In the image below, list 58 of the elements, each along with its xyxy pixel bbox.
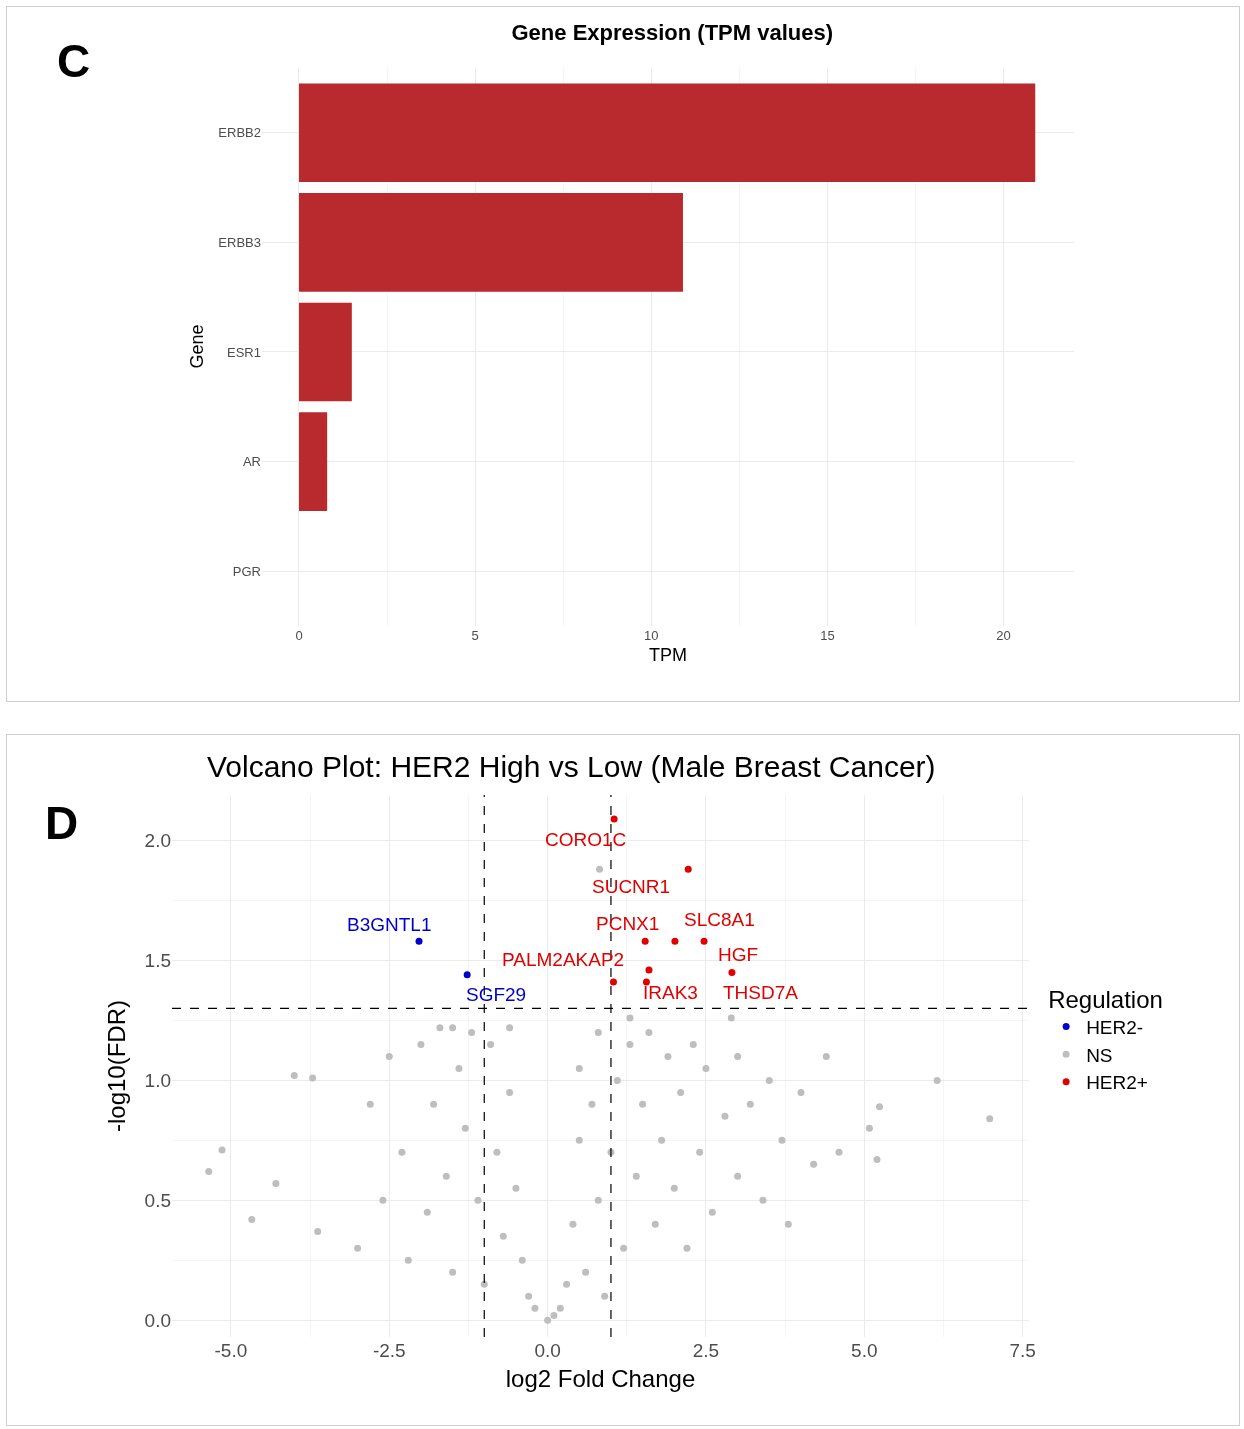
x-tick-label: 7.5 xyxy=(1009,1340,1036,1361)
x-tick-label: 5.0 xyxy=(851,1340,878,1361)
annotation: B3GNTL1 xyxy=(347,914,432,935)
y-axis-title: Gene xyxy=(186,324,207,369)
x-tick-label: 20 xyxy=(996,628,1011,643)
annotation: PCNX1 xyxy=(596,913,660,934)
y-tick-label: ERBB2 xyxy=(218,125,261,141)
point xyxy=(415,937,423,945)
x-tick-label: 0.0 xyxy=(534,1340,561,1361)
point xyxy=(610,815,618,823)
legend-label: NS xyxy=(1086,1044,1113,1066)
legend-label: HER2+ xyxy=(1086,1072,1148,1094)
bar xyxy=(298,412,328,511)
y-tick-label: 1.5 xyxy=(144,950,171,972)
point xyxy=(641,937,649,945)
x-tick-label: -2.5 xyxy=(372,1340,406,1361)
bar xyxy=(298,302,352,402)
annotation: SLC8A1 xyxy=(684,909,755,930)
annotation: PALM2AKAP2 xyxy=(502,949,625,970)
x-tick-label: 5 xyxy=(471,628,479,643)
y-tick-label: 0.0 xyxy=(144,1309,171,1331)
point xyxy=(642,978,650,986)
bar xyxy=(298,83,1036,183)
y-tick-label: 2.0 xyxy=(144,830,171,852)
x-axis-title: log2 Fold Change xyxy=(505,1365,696,1393)
text: C xyxy=(57,35,91,87)
chart-title: Gene Expression (TPM values) xyxy=(511,19,834,45)
point xyxy=(609,978,617,986)
annotation: CORO1C xyxy=(545,829,627,850)
y-tick-label: ESR1 xyxy=(227,344,261,360)
y-tick-label: 1.0 xyxy=(144,1070,171,1092)
text: D xyxy=(45,797,79,849)
point xyxy=(463,971,471,979)
legend-title: Regulation xyxy=(1048,985,1163,1013)
point xyxy=(671,937,679,945)
annotation: THSD7A xyxy=(723,982,799,1003)
x-tick-label: 10 xyxy=(644,628,659,643)
point xyxy=(728,968,736,976)
point xyxy=(684,865,692,873)
x-tick-label: 2.5 xyxy=(692,1340,720,1361)
y-tick-label: 0.5 xyxy=(144,1189,171,1211)
point xyxy=(645,966,653,974)
legend-label: HER2- xyxy=(1086,1016,1144,1038)
y-tick-label: ERBB3 xyxy=(218,234,261,250)
point xyxy=(700,937,708,945)
x-axis-title: TPM xyxy=(649,645,687,666)
annotation: HGF xyxy=(718,944,759,965)
annotation: IRAK3 xyxy=(643,982,698,1003)
annotation: SGF29 xyxy=(466,984,527,1005)
chart-title: Volcano Plot: HER2 High vs Low (Male Breast Cancer) xyxy=(206,749,936,783)
y-axis-title: -log10(FDR) xyxy=(102,999,130,1133)
x-tick-label: 0 xyxy=(295,628,303,643)
bar xyxy=(298,193,683,292)
x-tick-label: 15 xyxy=(820,628,835,643)
y-tick-label: PGR xyxy=(232,563,261,579)
annotation: SUCNR1 xyxy=(592,876,671,897)
x-tick-label: -5.0 xyxy=(214,1340,248,1361)
y-tick-label: AR xyxy=(242,454,261,470)
